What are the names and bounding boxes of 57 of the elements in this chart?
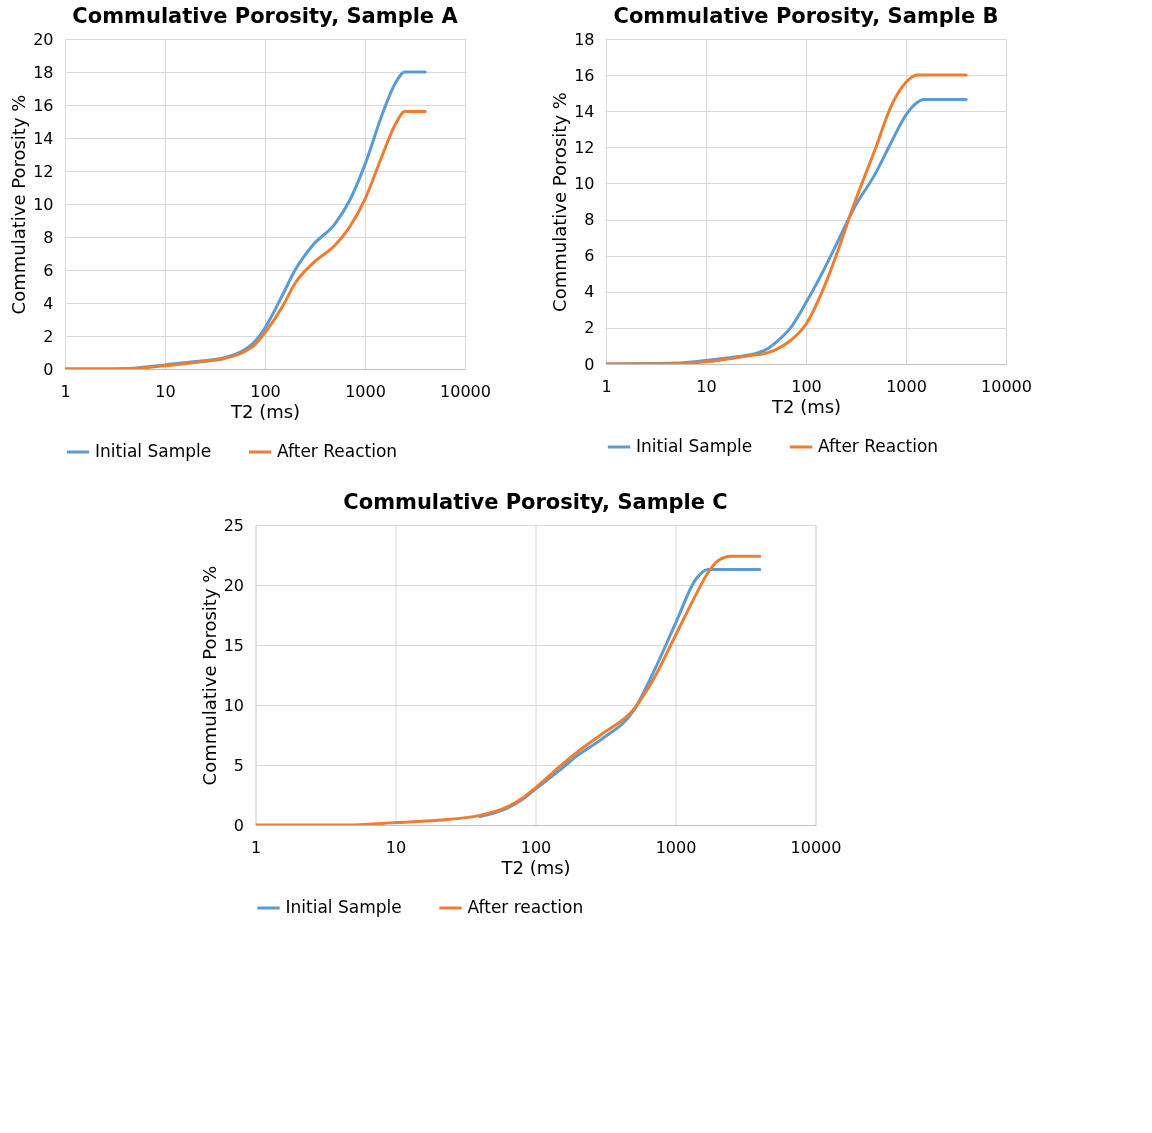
y-tick-label: 16: [33, 95, 54, 115]
x-tick-label: 1000: [886, 376, 927, 396]
chart-title: Commulative Porosity, Sample C: [343, 490, 728, 514]
y-tick-label: 12: [574, 137, 595, 157]
y-axis-title: Commulative Porosity %: [198, 565, 220, 786]
x-tick-label: 100: [791, 376, 822, 396]
legend-label: Initial Sample: [636, 436, 753, 456]
x-tick-label: 1: [601, 376, 612, 396]
y-tick-label: 2: [43, 326, 54, 346]
x-axis-title: T2 (ms): [770, 395, 842, 417]
x-tick-label: 1: [60, 381, 71, 401]
y-tick-label: 25: [223, 515, 245, 535]
y-tick-label: 10: [223, 695, 245, 715]
y-tick-label: 0: [233, 815, 245, 835]
x-tick-label: 10000: [981, 376, 1032, 396]
y-tick-label: 8: [43, 227, 54, 247]
x-axis-title: T2 (ms): [229, 400, 301, 422]
y-tick-label: 15: [223, 635, 245, 655]
y-tick-label: 14: [33, 128, 54, 148]
y-tick-label: 14: [574, 101, 595, 121]
y-tick-label: 16: [574, 65, 595, 85]
y-tick-label: 20: [223, 575, 245, 595]
y-tick-label: 6: [584, 246, 595, 266]
y-tick-label: 10: [33, 194, 54, 214]
legend-label: After Reaction: [277, 441, 398, 461]
x-tick-label: 10: [385, 837, 407, 857]
x-tick-label: 1: [250, 837, 262, 857]
x-tick-label: 1000: [345, 381, 386, 401]
y-tick-label: 6: [43, 260, 54, 280]
y-tick-label: 0: [584, 354, 595, 374]
x-tick-label: 10000: [440, 381, 491, 401]
y-tick-label: 12: [33, 161, 54, 181]
y-tick-label: 5: [233, 755, 245, 775]
y-axis-title: Commulative Porosity %: [549, 92, 571, 312]
x-tick-label: 100: [520, 837, 552, 857]
x-tick-label: 1000: [655, 837, 697, 857]
legend-label: After Reaction: [818, 436, 939, 456]
legend-label: Initial Sample: [285, 897, 402, 917]
y-tick-label: 4: [584, 282, 595, 302]
x-axis-title: T2 (ms): [500, 856, 571, 878]
y-tick-label: 8: [584, 210, 595, 230]
x-tick-label: 100: [250, 381, 281, 401]
y-tick-label: 10: [574, 173, 595, 193]
y-tick-label: 20: [33, 29, 54, 49]
y-tick-label: 0: [43, 359, 54, 379]
chart-title: Commulative Porosity, Sample B: [613, 4, 999, 28]
y-tick-label: 18: [33, 62, 54, 82]
x-tick-label: 10: [696, 376, 717, 396]
x-tick-label: 10000: [790, 837, 842, 857]
legend-label: Initial Sample: [95, 441, 212, 461]
legend-label: After reaction: [467, 897, 584, 917]
y-axis-title: Commulative Porosity %: [8, 94, 30, 315]
y-tick-label: 18: [574, 29, 595, 49]
x-tick-label: 10: [155, 381, 176, 401]
y-tick-label: 4: [43, 293, 54, 313]
chart-title: Commulative Porosity, Sample A: [72, 4, 459, 28]
y-tick-label: 2: [584, 318, 595, 338]
